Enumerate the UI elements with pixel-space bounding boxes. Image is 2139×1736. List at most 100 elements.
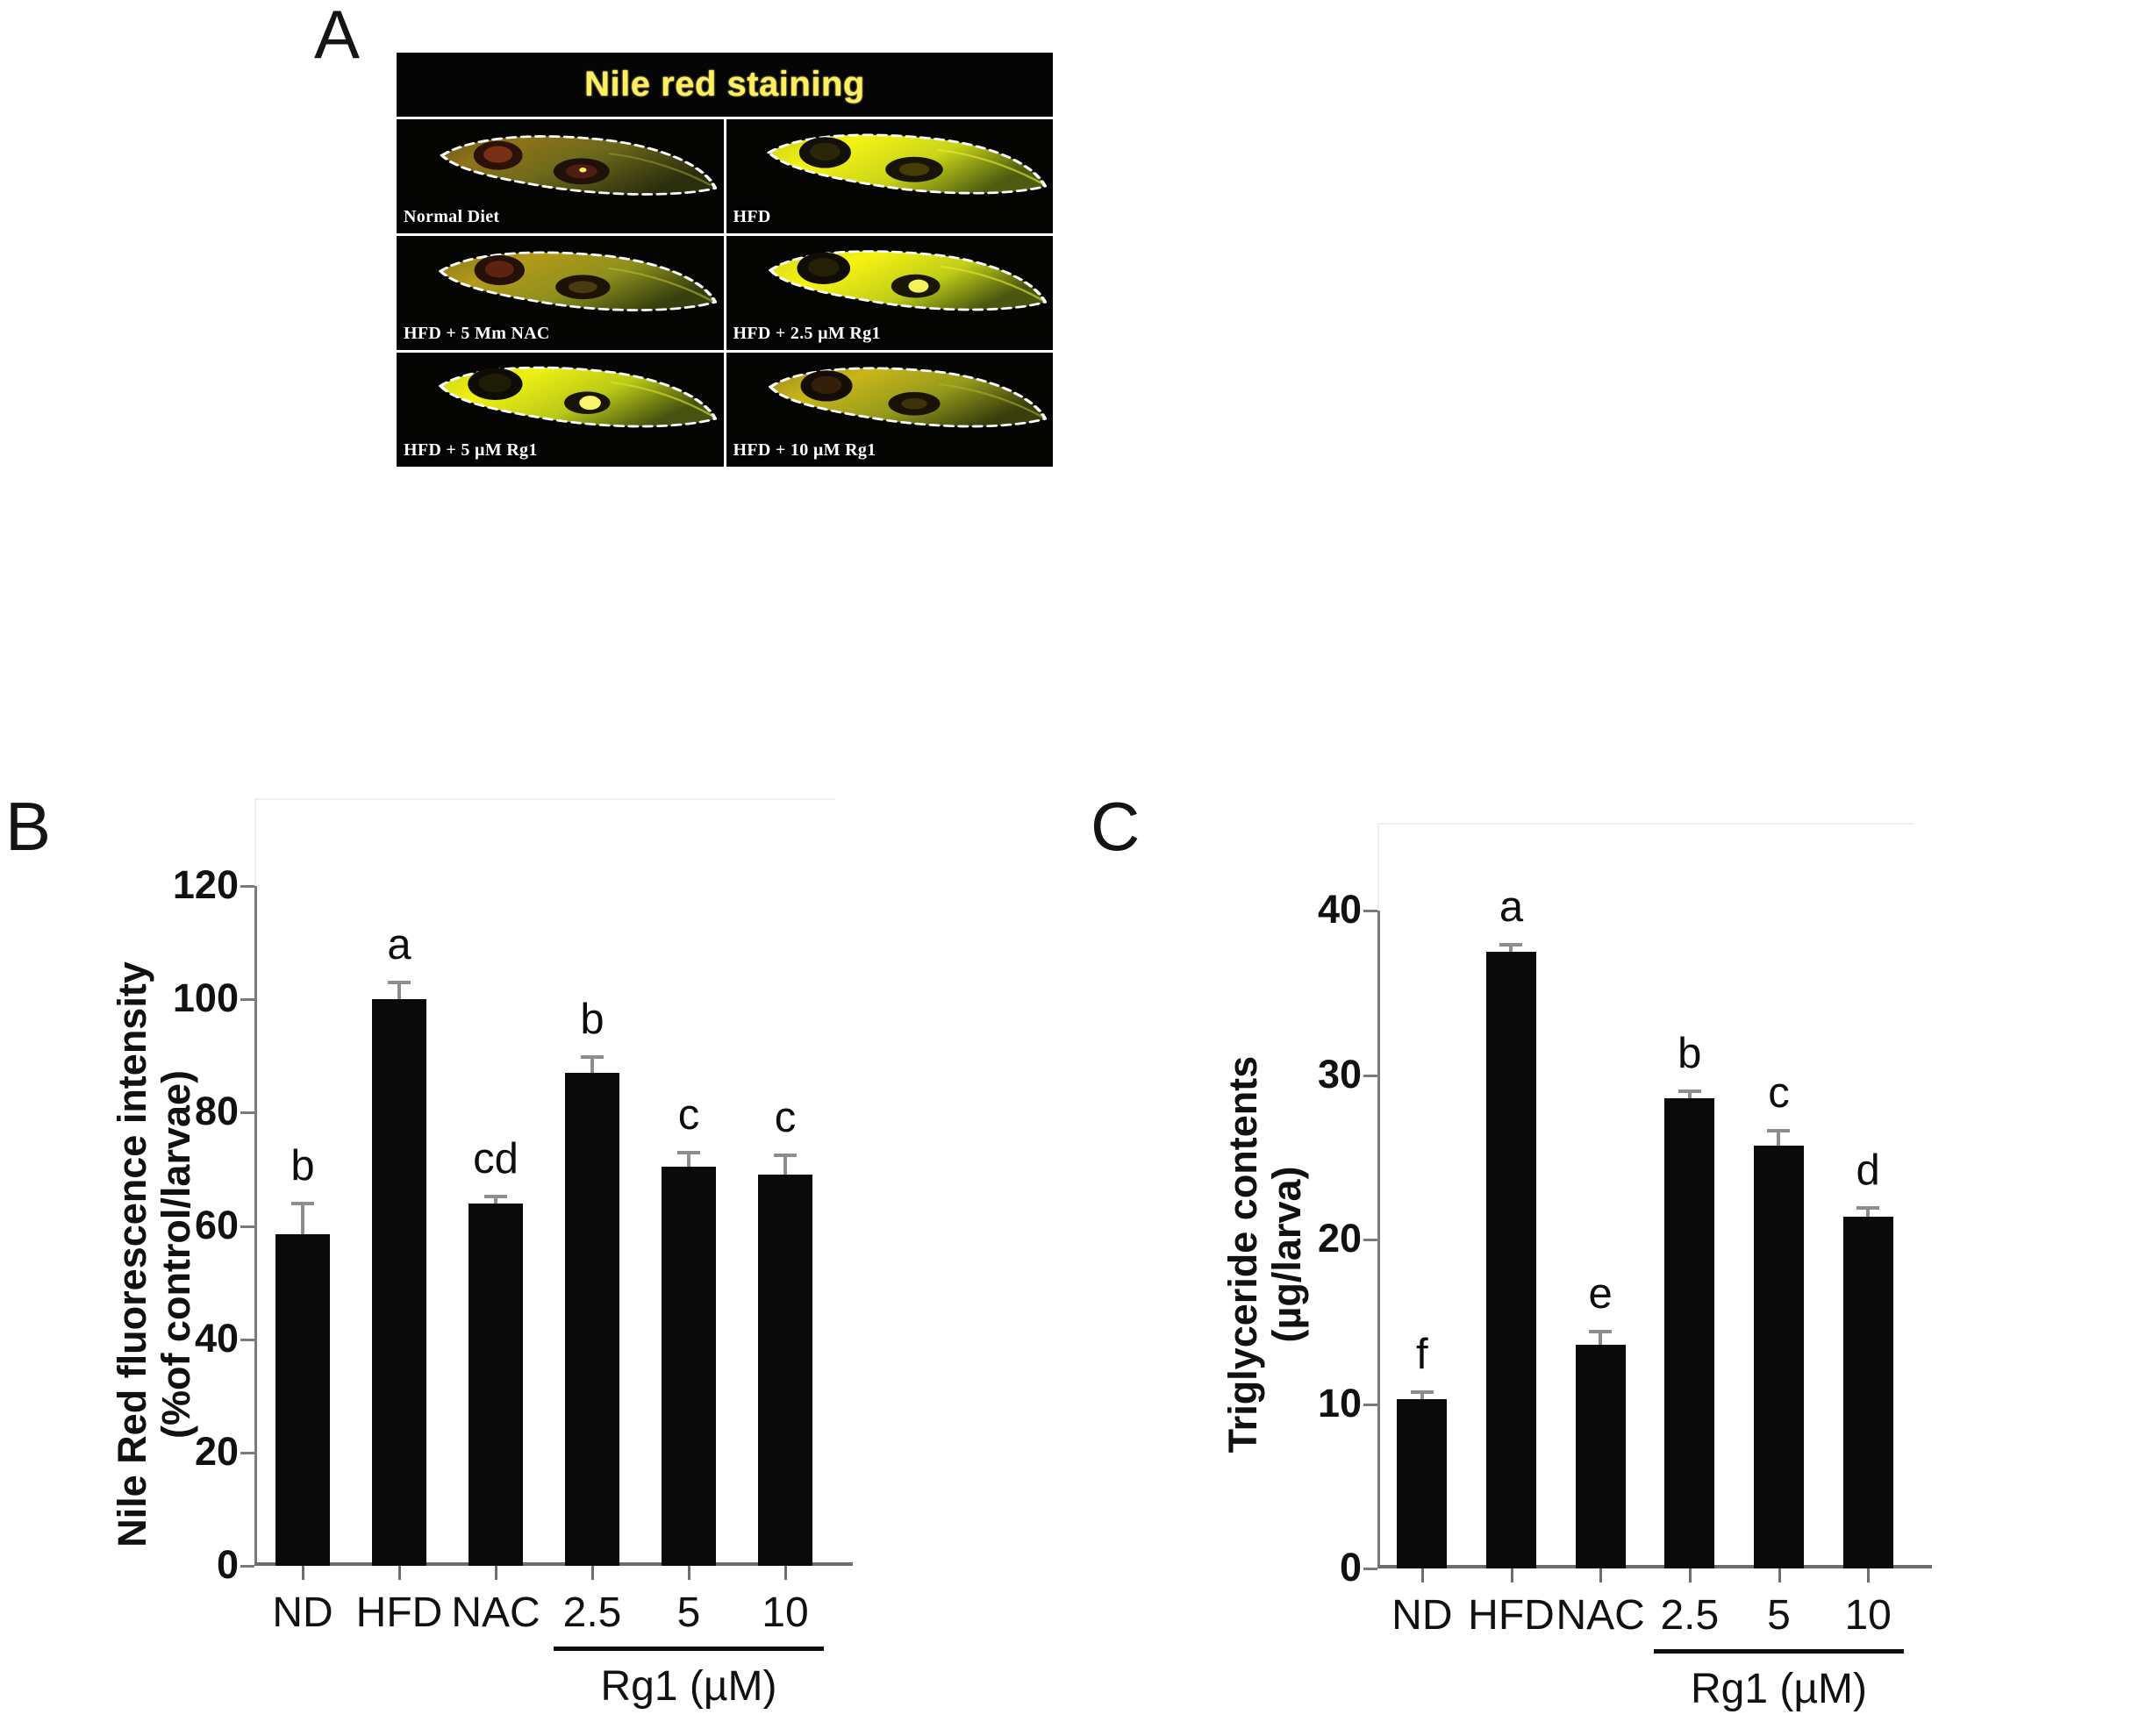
- bar-group[interactable]: cd: [469, 886, 523, 1566]
- bar[interactable]: [1397, 1398, 1448, 1568]
- significance-letter: cd: [473, 1134, 519, 1182]
- error-bar-cap: [1856, 1206, 1880, 1211]
- y-axis-tick: [1363, 1074, 1377, 1077]
- larva-image-hfd: [766, 133, 1047, 195]
- x-axis-tick: [1510, 1568, 1513, 1582]
- x-axis-tick: [398, 1566, 401, 1580]
- chart-b-plot-area: 0 20 40 60 80 100 120 b a cd b c c ND HFD NAC 2.5 5 10 Rg…: [173, 798, 853, 1710]
- x-axis-category-label: ND: [272, 1590, 333, 1636]
- bar[interactable]: [565, 1073, 619, 1566]
- chart-b-y-axis: [254, 886, 257, 1566]
- x-axis-tick: [1599, 1568, 1603, 1582]
- micrograph-cell-hfd-rg1-5[interactable]: HFD + 5 µM Rg1: [397, 353, 724, 467]
- bar[interactable]: [758, 1175, 812, 1566]
- bar-group[interactable]: b: [565, 886, 619, 1566]
- y-axis-tick-label: 120: [172, 861, 239, 907]
- bar[interactable]: [275, 1234, 330, 1566]
- x-axis-tick: [302, 1566, 304, 1580]
- bar-group[interactable]: e: [1575, 911, 1626, 1568]
- panel-b-letter: B: [5, 788, 52, 865]
- bar[interactable]: [469, 1203, 523, 1566]
- chart-c-y-axis-title: Triglyceride contents (µg/larva): [1220, 974, 1310, 1535]
- nile-red-staining-title: Nile red staining: [584, 65, 865, 104]
- y-axis-tick-label: 0: [216, 1541, 239, 1587]
- bar[interactable]: [1842, 1216, 1893, 1568]
- y-axis-tick: [240, 1225, 254, 1228]
- significance-letter: c: [1768, 1069, 1790, 1118]
- bar-group[interactable]: b: [1664, 911, 1715, 1568]
- x-axis-category-label: 2.5: [1660, 1592, 1720, 1639]
- nile-red-staining-header: Nile red staining: [397, 53, 1053, 117]
- bar[interactable]: [1575, 1345, 1626, 1568]
- bar-group[interactable]: d: [1842, 911, 1893, 1568]
- chart-c-y-axis: [1377, 911, 1380, 1568]
- error-bar: [493, 1196, 497, 1204]
- chart-nile-red-fluorescence: Nile Red fluorescence intensity (%of con…: [105, 798, 1070, 1728]
- bar-group[interactable]: c: [1754, 911, 1804, 1568]
- bar-group[interactable]: f: [1397, 911, 1448, 1568]
- x-axis-category-label: 5: [1767, 1592, 1791, 1639]
- error-bar-cap: [1678, 1089, 1701, 1094]
- micrograph-label: HFD + 2.5 µM Rg1: [733, 324, 881, 343]
- x-axis-category-label: 2.5: [562, 1590, 622, 1636]
- larva-image-normal-diet: [440, 134, 718, 196]
- error-bar: [1420, 1392, 1424, 1399]
- micrograph-label: HFD + 5 Mm NAC: [404, 324, 550, 343]
- error-bar-cap: [773, 1153, 797, 1157]
- significance-letter: d: [1856, 1147, 1880, 1195]
- x-axis-tick: [1778, 1568, 1781, 1582]
- chart-b-x-axis: [254, 1562, 853, 1566]
- y-axis-tick-label: 0: [1339, 1544, 1362, 1590]
- bar-group[interactable]: a: [372, 886, 426, 1566]
- micrograph-label: Normal Diet: [404, 207, 500, 226]
- x-axis-group-bracket: [1653, 1649, 1905, 1654]
- error-bar-cap: [1410, 1390, 1434, 1395]
- error-bar: [1866, 1208, 1871, 1217]
- error-bar-cap: [290, 1201, 314, 1205]
- micrograph-cell-hfd[interactable]: HFD: [726, 119, 1053, 233]
- y-axis-tick: [240, 1565, 254, 1568]
- x-axis-tick: [495, 1566, 497, 1580]
- bar-group[interactable]: b: [275, 886, 330, 1566]
- error-bar: [300, 1203, 304, 1235]
- x-axis-category-label: 5: [676, 1590, 701, 1636]
- y-axis-tick-label: 30: [1317, 1051, 1362, 1097]
- x-axis-category-label: ND: [1391, 1592, 1453, 1639]
- y-axis-tick: [1363, 1239, 1377, 1241]
- significance-letter: c: [677, 1090, 700, 1139]
- y-axis-tick: [1363, 910, 1377, 912]
- bar[interactable]: [372, 999, 426, 1566]
- micrograph-cell-hfd-nac[interactable]: HFD + 5 Mm NAC: [397, 236, 724, 350]
- y-axis-tick: [240, 885, 254, 888]
- chart-c-x-axis: [1377, 1565, 1932, 1568]
- micrograph-cell-hfd-rg1-10[interactable]: HFD + 10 µM Rg1: [726, 353, 1053, 467]
- micrograph-cell-hfd-rg1-2p5[interactable]: HFD + 2.5 µM Rg1: [726, 236, 1053, 350]
- y-axis-tick-label: 100: [172, 975, 239, 1021]
- significance-letter: b: [580, 996, 604, 1044]
- bar-group[interactable]: c: [758, 886, 812, 1566]
- significance-letter: a: [1499, 883, 1524, 932]
- y-axis-title-line2: (µg/larva): [1264, 1166, 1310, 1343]
- micrograph-label: HFD: [733, 207, 771, 226]
- error-bar-cap: [1767, 1129, 1791, 1133]
- x-axis-category-label: HFD: [1468, 1592, 1555, 1639]
- significance-letter: c: [774, 1093, 797, 1141]
- x-axis-tick: [1688, 1568, 1692, 1582]
- bar[interactable]: [662, 1166, 716, 1566]
- bar-group[interactable]: c: [662, 886, 716, 1566]
- significance-letter: a: [387, 920, 411, 968]
- chart-c-bars: f a e b c d: [1377, 886, 1913, 1568]
- bar-group[interactable]: a: [1486, 886, 1536, 1568]
- error-bar: [783, 1154, 787, 1175]
- bar[interactable]: [1664, 1097, 1715, 1568]
- chart-b-bars: b a cd b c c: [254, 886, 833, 1566]
- panel-a-micrograph-montage: Nile red staining: [397, 53, 1053, 467]
- bar[interactable]: [1486, 951, 1536, 1568]
- y-axis-title-line2: (%of control/larvae): [154, 1069, 199, 1440]
- y-axis-tick: [240, 1111, 254, 1115]
- error-bar-cap: [580, 1055, 604, 1060]
- micrograph-cell-normal-diet[interactable]: Normal Diet: [397, 119, 724, 233]
- panel-c-letter: C: [1091, 788, 1141, 865]
- bar[interactable]: [1754, 1146, 1804, 1568]
- x-axis-group-bracket-label: Rg1 (µM): [1691, 1666, 1867, 1712]
